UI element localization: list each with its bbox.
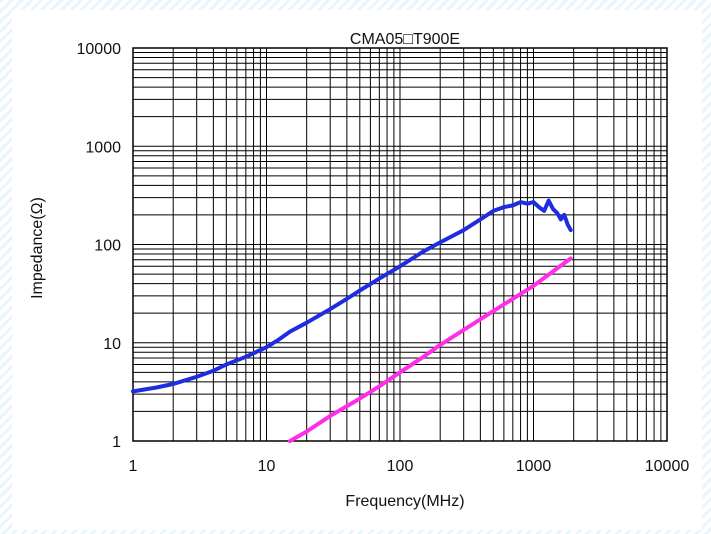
plot-frame [132, 47, 668, 442]
x-tick-label: 1 [129, 458, 138, 475]
y-tick-label: 10 [103, 336, 121, 353]
x-tick-label: 10 [258, 458, 276, 475]
chart-card: CMA05□T900E 1 10 100 1000 10000 1 10 100 1000 10… [12, 10, 702, 530]
y-axis-title: Impedance(Ω) [29, 197, 46, 299]
x-tick-label: 1000 [516, 458, 552, 475]
y-tick-label: 10000 [77, 41, 122, 58]
x-tick-labels: 1 10 100 1000 10000 [129, 458, 690, 475]
x-axis-title: Frequency(MHz) [345, 493, 464, 510]
chart-title: CMA05□T900E [350, 31, 460, 48]
plot-grid [133, 48, 667, 441]
x-tick-label: 100 [387, 458, 414, 475]
impedance-series-blue [131, 198, 573, 394]
impedance-series-magenta [288, 256, 573, 443]
y-tick-label: 100 [94, 238, 121, 255]
series-group [131, 198, 573, 443]
y-tick-labels: 1 10 100 1000 10000 [77, 41, 122, 451]
x-tick-label: 10000 [645, 458, 690, 475]
impedance-chart: CMA05□T900E 1 10 100 1000 10000 1 10 100 1000 10… [29, 31, 690, 510]
y-tick-label: 1000 [85, 139, 121, 156]
y-tick-label: 1 [112, 434, 121, 451]
